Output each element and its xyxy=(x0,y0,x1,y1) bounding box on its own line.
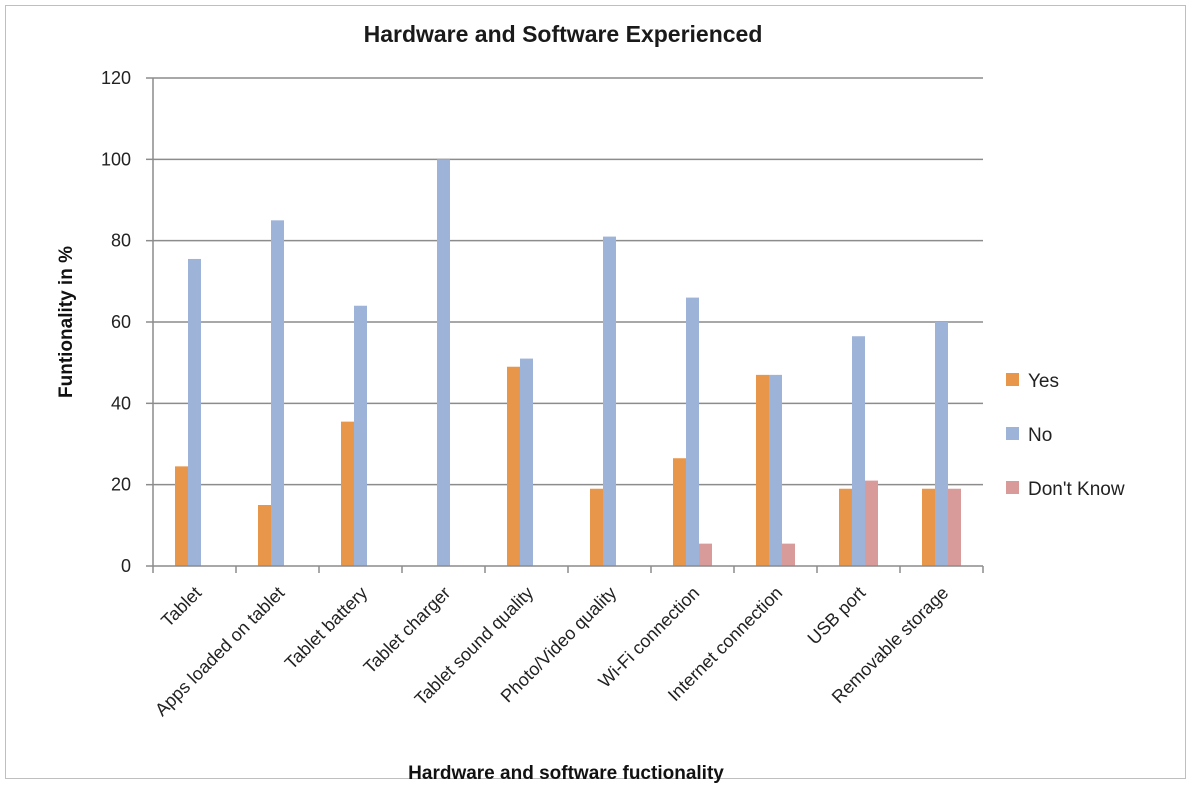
bar-yes xyxy=(258,505,271,566)
y-tick-label: 40 xyxy=(111,393,131,413)
legend-label: Yes xyxy=(1028,371,1059,392)
bar-no xyxy=(852,336,865,566)
y-tick-label: 20 xyxy=(111,475,131,495)
legend: Yes No Don't Know xyxy=(1006,371,1125,500)
bars xyxy=(175,159,961,567)
x-axis-label: Hardware and software fuctionality xyxy=(408,763,724,784)
chart-title: Hardware and Software Experienced xyxy=(364,21,763,47)
bar-don-t-know xyxy=(948,488,961,566)
bar-yes xyxy=(839,488,852,566)
bar-no xyxy=(603,236,616,566)
legend-label: No xyxy=(1028,425,1052,446)
legend-label: Don't Know xyxy=(1028,479,1125,500)
legend-swatch xyxy=(1006,481,1019,494)
y-tick-label: 0 xyxy=(121,556,131,576)
bar-yes xyxy=(673,458,686,566)
bar-yes xyxy=(341,421,354,566)
bar-yes xyxy=(756,374,769,566)
y-axis-label: Funtionality in % xyxy=(56,246,77,398)
y-tick-label: 100 xyxy=(101,149,131,169)
bar-don-t-know xyxy=(865,480,878,566)
x-tick-label: Tablet battery xyxy=(281,583,372,674)
bar-no xyxy=(520,358,533,566)
bar-no xyxy=(935,322,948,566)
bar-don-t-know xyxy=(699,543,712,566)
x-tick-label: Tablet xyxy=(157,583,205,631)
y-tick-label: 80 xyxy=(111,231,131,251)
x-tick-label: USB port xyxy=(804,583,870,649)
bar-don-t-know xyxy=(782,543,795,566)
gridlines xyxy=(153,77,983,486)
x-tick-label: Tablet charger xyxy=(360,583,455,678)
bar-no xyxy=(188,258,201,566)
bar-yes xyxy=(590,488,603,566)
bar-no xyxy=(354,305,367,566)
bar-yes xyxy=(922,488,935,566)
y-tick-label: 60 xyxy=(111,312,131,332)
legend-swatch xyxy=(1006,427,1019,440)
bar-no xyxy=(686,297,699,566)
bar-no xyxy=(769,374,782,566)
legend-swatch xyxy=(1006,373,1019,386)
bar-no xyxy=(437,159,450,567)
bar-yes xyxy=(507,366,520,566)
y-tick-label: 120 xyxy=(101,68,131,88)
chart-frame xyxy=(5,5,1186,779)
bar-no xyxy=(271,220,284,567)
bar-yes xyxy=(175,466,188,566)
